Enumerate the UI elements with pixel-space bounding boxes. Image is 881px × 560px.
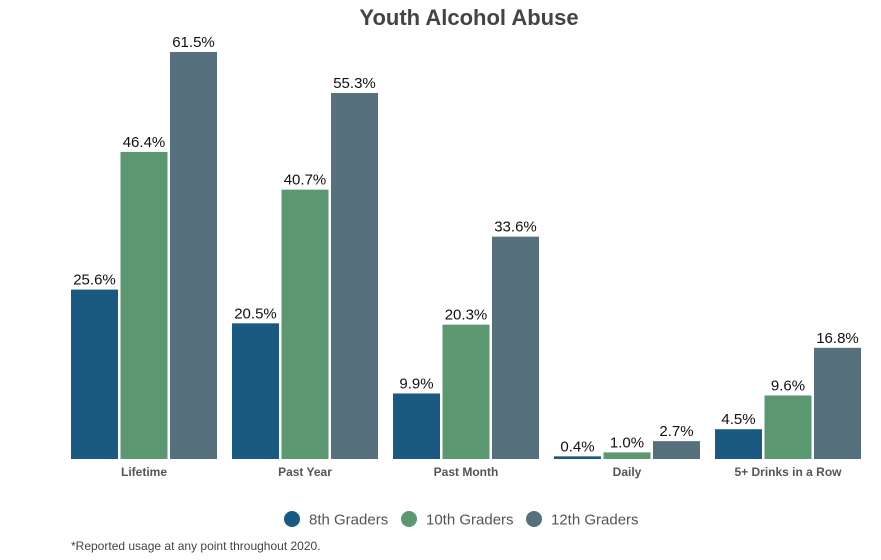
data-label: 46.4%: [123, 134, 166, 151]
category-label: 5+ Drinks in a Row: [734, 465, 842, 479]
bar-8th-graders-past-year: [232, 323, 279, 459]
data-label: 25.6%: [73, 272, 116, 289]
data-label: 1.0%: [610, 434, 644, 451]
bar-12th-graders-daily: [653, 441, 700, 459]
category-label: Past Year: [278, 465, 332, 479]
bars-layer: [71, 52, 861, 460]
bar-12th-graders-lifetime: [170, 52, 217, 459]
category-label: Lifetime: [121, 465, 167, 479]
chart-title: Youth Alcohol Abuse: [359, 5, 578, 30]
data-label: 20.3%: [445, 307, 488, 324]
legend-marker: [284, 511, 300, 527]
category-label: Past Month: [434, 465, 499, 479]
data-label: 55.3%: [333, 75, 376, 92]
bar-10th-graders-lifetime: [120, 151, 168, 459]
legend-marker: [401, 511, 417, 527]
bar-12th-graders-past-month: [492, 236, 539, 459]
legend: 8th Graders 10th Graders 12th Graders: [284, 511, 639, 529]
data-label: 61.5%: [172, 34, 215, 51]
bar-8th-graders-daily: [554, 456, 601, 459]
bar-8th-graders-lifetime: [71, 289, 118, 459]
legend-marker: [526, 511, 542, 527]
bar-12th-graders-5-drinks-in-a-row: [814, 347, 861, 459]
bar-8th-graders-past-month: [393, 393, 440, 459]
bar-10th-graders-past-month: [442, 324, 490, 459]
data-labels-layer: 25.6% 46.4% 61.5% 20.5% 40.7% 55.3% 9.9% 20.3% 3…: [73, 34, 859, 455]
bar-10th-graders-daily: [603, 452, 651, 459]
legend-label: 10th Graders: [426, 512, 514, 529]
data-label: 16.8%: [816, 330, 859, 347]
data-label: 20.5%: [234, 305, 277, 322]
legend-label: 12th Graders: [551, 512, 639, 529]
data-label: 4.5%: [721, 411, 755, 428]
data-label: 2.7%: [659, 423, 693, 440]
data-label: 9.6%: [771, 377, 805, 394]
data-label: 33.6%: [494, 219, 537, 236]
legend-label: 8th Graders: [309, 512, 388, 529]
data-label: 9.9%: [399, 375, 433, 392]
bar-10th-graders-past-year: [281, 189, 329, 459]
data-label: 0.4%: [560, 438, 594, 455]
category-label: Daily: [613, 465, 642, 479]
bar-8th-graders-5-drinks-in-a-row: [715, 429, 762, 459]
footnote: *Reported usage at any point throughout …: [71, 539, 321, 553]
bar-12th-graders-past-year: [331, 93, 378, 460]
bar-10th-graders-5-drinks-in-a-row: [764, 395, 812, 459]
data-label: 40.7%: [284, 172, 327, 189]
category-labels-layer: Lifetime Past Year Past Month Daily 5+ Drink…: [121, 465, 842, 479]
